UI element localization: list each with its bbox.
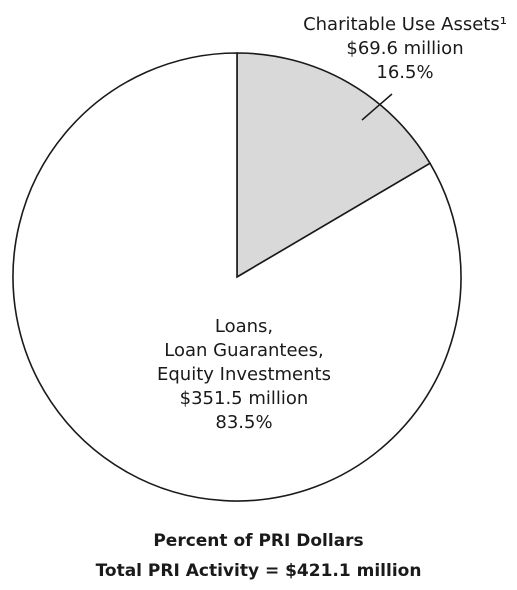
pie-slices [12, 52, 462, 502]
label-line: 83.5% [215, 412, 272, 433]
chart-subtitle: Total PRI Activity = $421.1 million [95, 561, 422, 581]
label-line: Loans, [215, 316, 273, 337]
pie-slice-loans [12, 52, 462, 502]
slice-label-loans: Loans, Loan Guarantees, Equity Investments… [157, 316, 331, 433]
label-line: Equity Investments [157, 364, 331, 385]
label-line: 16.5% [376, 62, 433, 83]
label-line: Loan Guarantees, [164, 340, 323, 361]
label-line: $351.5 million [180, 388, 309, 409]
slice-label-charitable-use-assets: Charitable Use Assets¹ $69.6 million 16.5% [303, 14, 507, 83]
leader-line [361, 93, 393, 121]
label-line: $69.6 million [346, 38, 463, 59]
chart-title: Percent of PRI Dollars [153, 531, 364, 551]
pie-slice-charitable-use-assets [236, 52, 432, 279]
label-line: Charitable Use Assets¹ [303, 14, 507, 35]
